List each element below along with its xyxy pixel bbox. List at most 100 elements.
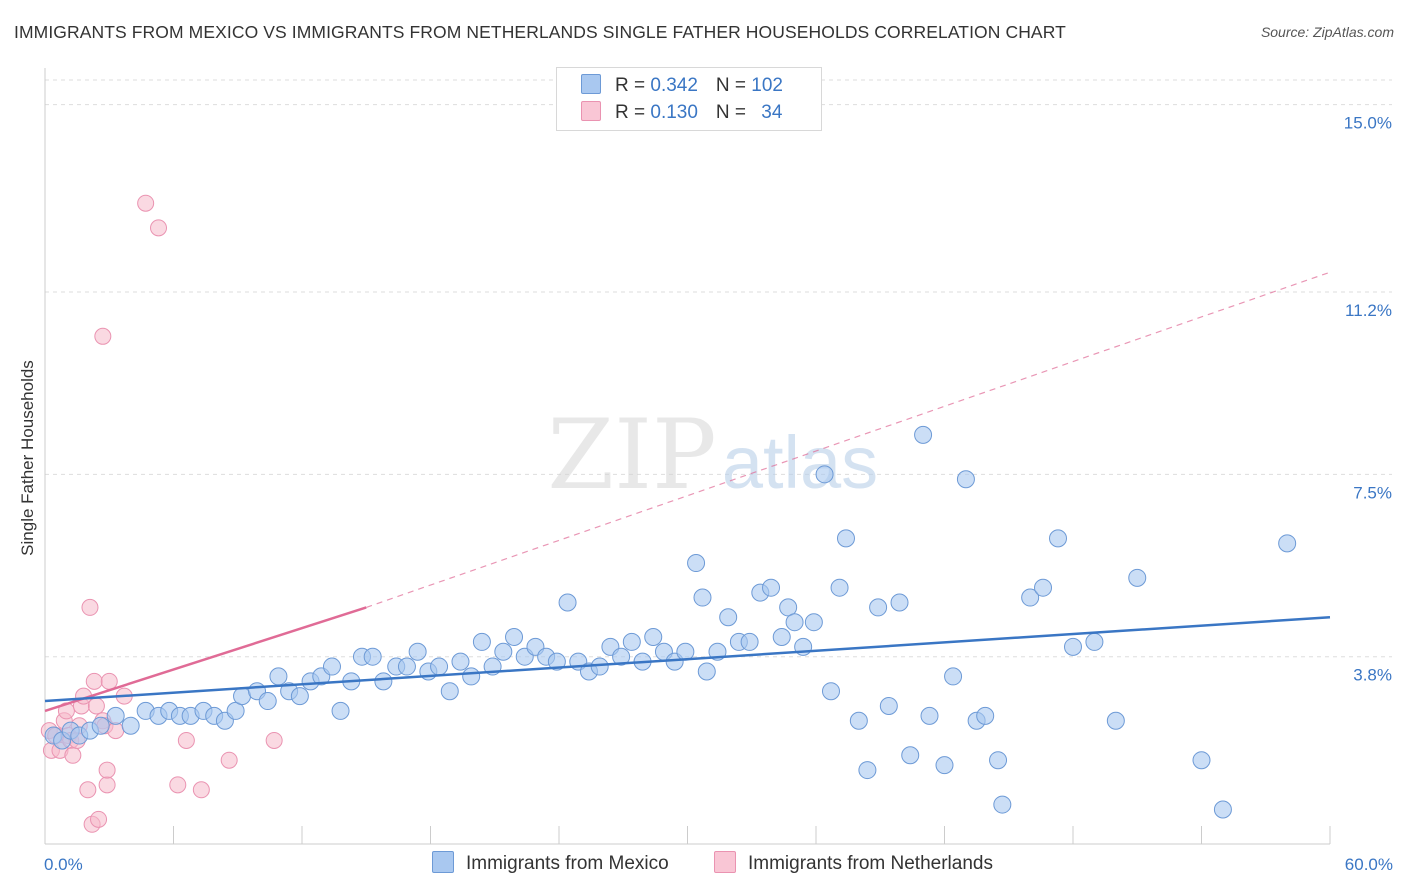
- mexico-point: [558, 593, 577, 612]
- mexico-trend-line: [44, 616, 1331, 703]
- mexico-legend-label: Immigrants from Mexico: [466, 853, 669, 874]
- mexico-point: [106, 706, 125, 725]
- mexico-point: [1278, 534, 1297, 553]
- mexico-point: [462, 667, 481, 686]
- netherlands-point: [137, 194, 155, 212]
- watermark-zip: ZIP: [547, 399, 716, 511]
- mexico-point: [914, 425, 933, 444]
- mexico-point: [1192, 751, 1211, 770]
- y-tick-label: 7.5%: [1353, 483, 1392, 502]
- netherlands-point: [87, 697, 105, 715]
- chart-title: IMMIGRANTS FROM MEXICO VS IMMIGRANTS FRO…: [14, 22, 1066, 42]
- mexico-point: [451, 652, 470, 671]
- netherlands-point: [79, 781, 97, 799]
- mexico-point: [374, 672, 393, 691]
- mexico-point: [1128, 568, 1147, 587]
- mexico-swatch: [581, 74, 601, 94]
- netherlands-point: [107, 722, 125, 740]
- mexico-point: [879, 696, 898, 715]
- mexico-point: [836, 529, 855, 548]
- x-tick-label: 60.0%: [1345, 855, 1393, 874]
- mexico-point: [1106, 711, 1125, 730]
- mexico-point: [472, 632, 491, 651]
- mexico-point: [869, 598, 888, 617]
- y-tick-label: 15.0%: [1344, 114, 1392, 133]
- mexico-point: [821, 682, 840, 701]
- y-tick-label: 11.2%: [1345, 301, 1392, 320]
- tick-labels: 3.8% 7.5% 11.2% 15.0% 0.0% 60.0%: [44, 114, 1393, 874]
- mexico-point: [719, 608, 738, 627]
- correlation-legend: R = 0.342 N = 102 R = 0.130 N = 34: [556, 67, 822, 131]
- mexico-point: [697, 662, 716, 681]
- mexico-point: [849, 711, 868, 730]
- netherlands-legend-label: Immigrants from Netherlands: [748, 853, 993, 874]
- mexico-point: [1085, 632, 1104, 651]
- netherlands-point: [150, 219, 168, 237]
- netherlands-swatch: [581, 101, 601, 121]
- mexico-point: [785, 613, 804, 632]
- mexico-point: [397, 657, 416, 676]
- mexico-point: [830, 578, 849, 597]
- netherlands-point: [177, 731, 195, 749]
- mexico-point: [772, 627, 791, 646]
- mexico-point: [547, 652, 566, 671]
- mexico-point: [815, 465, 834, 484]
- mexico-point: [363, 647, 382, 666]
- watermark-atlas: atlas: [722, 421, 878, 504]
- netherlands-point: [64, 746, 82, 764]
- mexico-point: [740, 632, 759, 651]
- mexico-point: [331, 701, 350, 720]
- netherlands-point: [98, 761, 116, 779]
- netherlands-point: [169, 776, 187, 794]
- mexico-point: [762, 578, 781, 597]
- netherlands-point: [100, 672, 118, 690]
- mexico-point: [430, 657, 449, 676]
- mexico-point: [91, 716, 110, 735]
- mexico-point: [687, 554, 706, 573]
- netherlands-point: [98, 776, 116, 794]
- legend-n-label: N =: [715, 102, 752, 123]
- mexico-point: [644, 627, 663, 646]
- trend-lines: [44, 271, 1331, 713]
- mexico-point: [944, 667, 963, 686]
- mexico-point: [1021, 588, 1040, 607]
- bottom-legend-netherlands: Immigrants from Netherlands: [714, 851, 993, 875]
- chart-source: Source: ZipAtlas.com: [1260, 24, 1394, 40]
- mexico-point: [622, 632, 641, 651]
- netherlands-legend-swatch: [714, 851, 736, 873]
- x-tick-label: 0.0%: [44, 855, 83, 874]
- netherlands-trend-extension: [366, 271, 1331, 608]
- legend-n-value: 34: [761, 102, 783, 123]
- mexico-point: [440, 682, 459, 701]
- mexico-point: [1034, 578, 1053, 597]
- mexico-point: [494, 642, 513, 661]
- netherlands-point: [90, 810, 108, 828]
- mexico-point: [935, 756, 954, 775]
- mexico-point: [890, 593, 909, 612]
- mexico-legend-swatch: [432, 851, 454, 873]
- bottom-legend-mexico: Immigrants from Mexico: [432, 851, 669, 875]
- netherlands-point: [192, 781, 210, 799]
- mexico-point: [993, 795, 1012, 814]
- mexico-point: [693, 588, 712, 607]
- mexico-point: [322, 657, 341, 676]
- legend-row-netherlands: R = 0.130 N = 34: [581, 101, 782, 125]
- netherlands-point: [265, 731, 283, 749]
- mexico-point: [976, 706, 995, 725]
- netherlands-point: [85, 672, 103, 690]
- mexico-point: [901, 746, 920, 765]
- mexico-point: [408, 642, 427, 661]
- mexico-point: [258, 692, 277, 711]
- mexico-point: [956, 470, 975, 489]
- legend-n-label: N =: [715, 75, 752, 96]
- mexico-point: [1049, 529, 1068, 548]
- mexico-point: [612, 647, 631, 666]
- legend-r-value: 0.342: [650, 75, 698, 96]
- mexico-point: [290, 687, 309, 706]
- mexico-point: [121, 716, 140, 735]
- legend-row-mexico: R = 0.342 N = 102: [581, 74, 783, 98]
- y-tick-label: 3.8%: [1353, 666, 1392, 685]
- netherlands-point: [94, 327, 112, 345]
- mexico-point: [233, 687, 252, 706]
